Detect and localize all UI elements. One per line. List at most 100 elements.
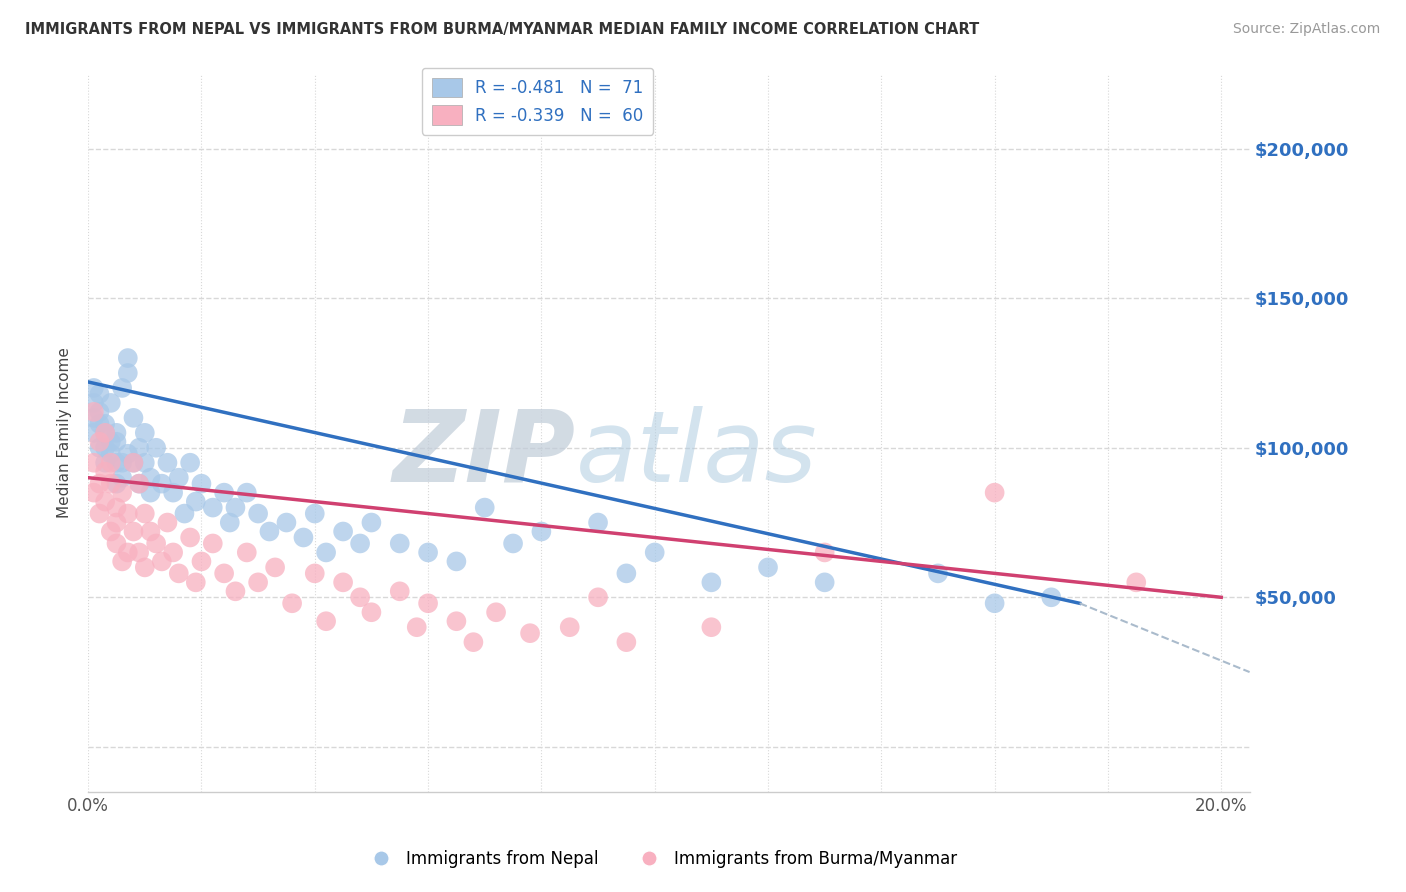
Point — [184, 494, 207, 508]
Point — [463, 635, 485, 649]
Point — [332, 575, 354, 590]
Point — [117, 351, 139, 365]
Point — [190, 554, 212, 568]
Point — [89, 434, 111, 449]
Point — [83, 456, 105, 470]
Point — [94, 417, 117, 431]
Point — [100, 396, 122, 410]
Point — [128, 476, 150, 491]
Point — [405, 620, 427, 634]
Point — [117, 545, 139, 559]
Point — [276, 516, 298, 530]
Point — [89, 441, 111, 455]
Point — [616, 566, 638, 581]
Point — [94, 494, 117, 508]
Point — [139, 485, 162, 500]
Point — [349, 591, 371, 605]
Point — [201, 536, 224, 550]
Point — [212, 485, 235, 500]
Point — [167, 471, 190, 485]
Point — [388, 536, 411, 550]
Point — [134, 456, 156, 470]
Point — [83, 396, 105, 410]
Point — [134, 560, 156, 574]
Point — [100, 447, 122, 461]
Point — [247, 575, 270, 590]
Point — [89, 417, 111, 431]
Point — [94, 425, 117, 440]
Point — [315, 545, 337, 559]
Point — [173, 507, 195, 521]
Point — [519, 626, 541, 640]
Point — [315, 614, 337, 628]
Point — [94, 425, 117, 440]
Text: IMMIGRANTS FROM NEPAL VS IMMIGRANTS FROM BURMA/MYANMAR MEDIAN FAMILY INCOME CORR: IMMIGRANTS FROM NEPAL VS IMMIGRANTS FROM… — [25, 22, 980, 37]
Point — [644, 545, 666, 559]
Point — [388, 584, 411, 599]
Point — [111, 456, 134, 470]
Point — [111, 381, 134, 395]
Point — [700, 620, 723, 634]
Point — [179, 456, 201, 470]
Point — [162, 545, 184, 559]
Point — [134, 507, 156, 521]
Point — [304, 566, 326, 581]
Point — [128, 545, 150, 559]
Point — [446, 614, 468, 628]
Legend: R = -0.481   N =  71, R = -0.339   N =  60: R = -0.481 N = 71, R = -0.339 N = 60 — [422, 68, 654, 135]
Point — [224, 500, 246, 515]
Point — [111, 471, 134, 485]
Point — [100, 524, 122, 539]
Point — [128, 441, 150, 455]
Point — [117, 366, 139, 380]
Point — [304, 507, 326, 521]
Point — [236, 485, 259, 500]
Point — [332, 524, 354, 539]
Y-axis label: Median Family Income: Median Family Income — [58, 347, 72, 518]
Text: ZIP: ZIP — [392, 406, 576, 503]
Point — [89, 476, 111, 491]
Point — [349, 536, 371, 550]
Point — [927, 566, 949, 581]
Point — [530, 524, 553, 539]
Point — [89, 507, 111, 521]
Point — [156, 516, 179, 530]
Point — [474, 500, 496, 515]
Point — [983, 596, 1005, 610]
Point — [190, 476, 212, 491]
Point — [212, 566, 235, 581]
Point — [502, 536, 524, 550]
Point — [94, 441, 117, 455]
Point — [150, 554, 173, 568]
Point — [218, 516, 240, 530]
Point — [184, 575, 207, 590]
Point — [983, 485, 1005, 500]
Point — [360, 516, 382, 530]
Point — [83, 381, 105, 395]
Point — [446, 554, 468, 568]
Point — [247, 507, 270, 521]
Point — [122, 456, 145, 470]
Point — [586, 516, 609, 530]
Point — [814, 545, 837, 559]
Point — [236, 545, 259, 559]
Point — [105, 516, 128, 530]
Point — [201, 500, 224, 515]
Point — [1125, 575, 1147, 590]
Point — [94, 465, 117, 479]
Point — [122, 456, 145, 470]
Point — [756, 560, 779, 574]
Point — [89, 387, 111, 401]
Point — [292, 531, 315, 545]
Point — [89, 405, 111, 419]
Point — [111, 485, 134, 500]
Point — [145, 536, 167, 550]
Point — [485, 605, 508, 619]
Point — [224, 584, 246, 599]
Point — [179, 531, 201, 545]
Point — [167, 566, 190, 581]
Point — [264, 560, 287, 574]
Point — [281, 596, 304, 610]
Point — [162, 485, 184, 500]
Point — [83, 405, 105, 419]
